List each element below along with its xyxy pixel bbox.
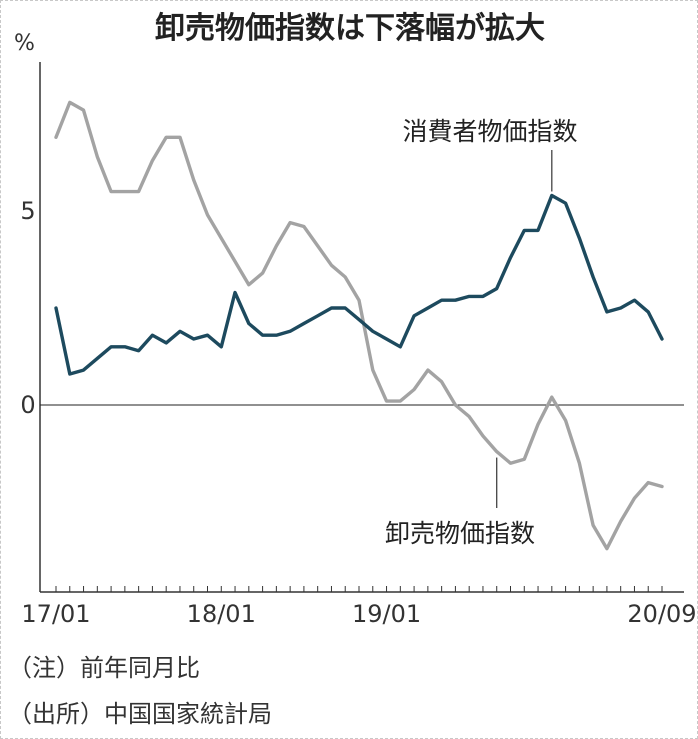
x-tick-label-18-01: 18/01 [187,600,256,628]
y-tick-labels: 50 [20,197,35,419]
y-unit-label: % [14,31,35,56]
footnote-note: （注）前年同月比 [8,654,200,682]
series-label-consumer-price-index: 消費者物価指数 [402,117,577,146]
chart-title: 卸売物価指数は下落幅が拡大 [155,11,545,46]
label-leaders [496,150,553,508]
y-tick-label-0: 0 [20,391,35,419]
footnote-source: （出所）中国国家統計局 [8,700,272,728]
series-line-consumer-price-index [54,193,664,376]
x-tick-label-20-09: 20/09 [627,600,696,628]
x-tick-label-19-01: 19/01 [352,600,421,628]
x-tick-label-17-01: 17/01 [21,600,90,628]
y-tick-label-5: 5 [20,197,35,225]
series-label-wholesale-price-index: 卸売物価指数 [385,519,535,548]
series-line-wholesale-price-index [54,100,664,551]
axes [39,62,684,593]
x-tick-labels: 17/01 18/01 19/01 20/09 [21,600,696,628]
series-lines [54,100,664,551]
